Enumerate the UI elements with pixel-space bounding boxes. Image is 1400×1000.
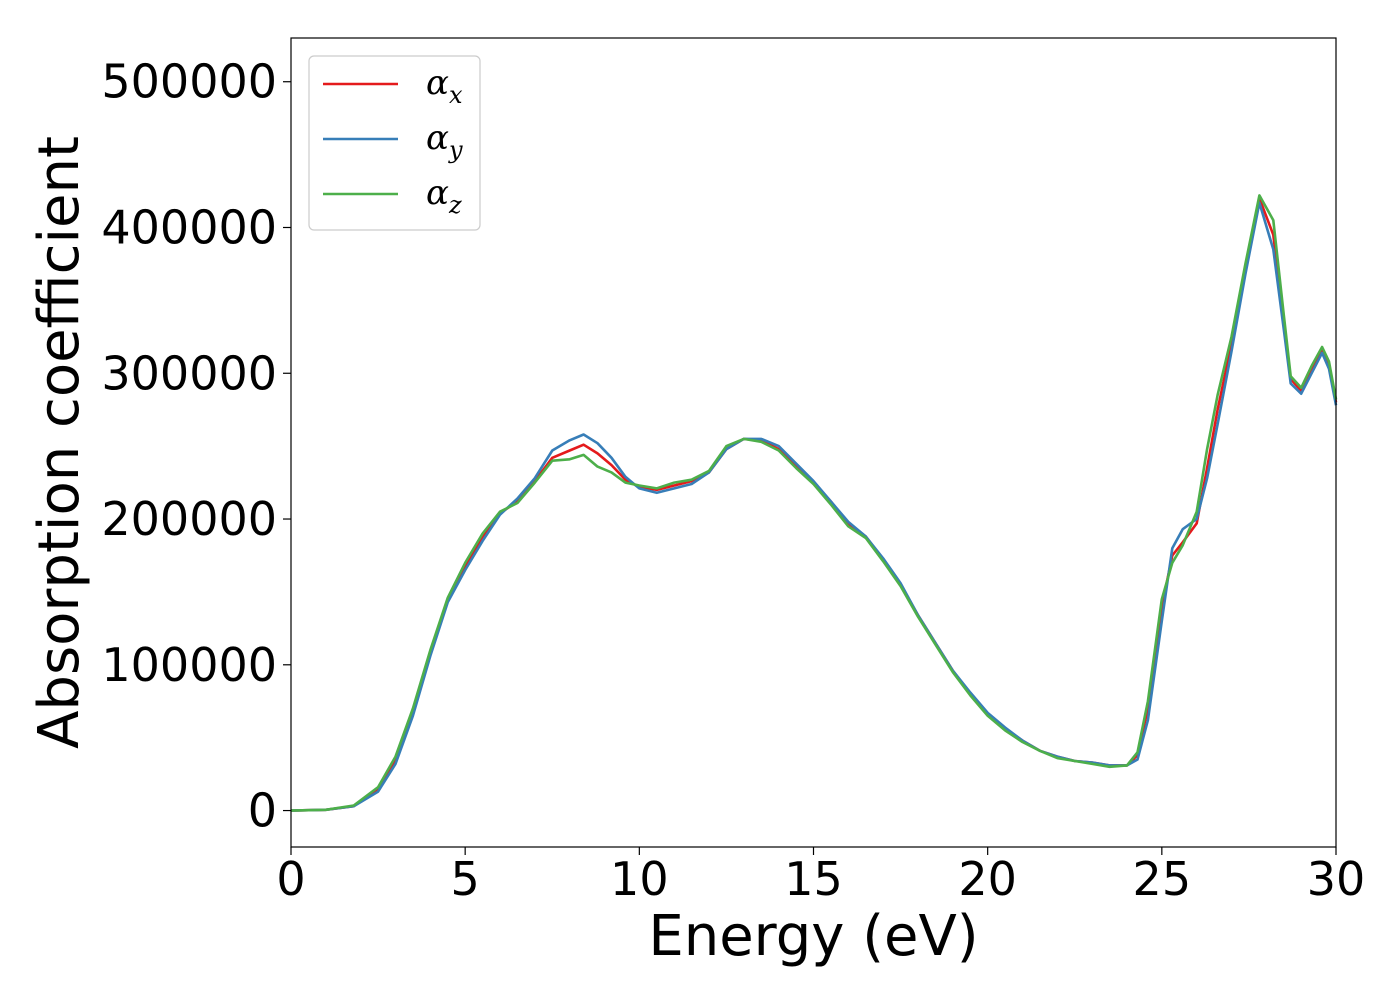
x-tick-label: 15 [784,852,843,906]
x-axis-ticks: 0 5 10 15 20 25 30 [276,847,1365,906]
y-tick-label: 500000 [101,55,277,109]
y-tick-label: 300000 [101,346,277,400]
series-lines [290,194,1338,812]
x-tick-label: 0 [276,852,305,906]
series-line-y [290,201,1338,812]
legend: αx αy αz [308,55,481,231]
legend-label-z: αz [426,173,462,219]
x-tick-label: 25 [1133,852,1192,906]
y-tick-label: 400000 [101,200,277,254]
legend-label-x: αx [426,63,463,109]
x-tick-label: 20 [958,852,1017,906]
x-tick-label: 10 [610,852,669,906]
series-line-x [290,197,1338,812]
y-axis-ticks: 0 100000 200000 300000 400000 500000 [101,55,291,838]
series-line-z [290,194,1338,812]
x-axis-title: Energy (eV) [648,904,978,969]
legend-box [308,55,481,231]
plot-area-frame [290,37,1337,848]
y-axis-title: Absorption coefficient [27,136,92,749]
legend-label-y: αy [426,118,463,164]
x-tick-label: 5 [451,852,480,906]
y-tick-label: 100000 [101,638,277,692]
y-tick-label: 0 [248,784,277,838]
y-tick-label: 200000 [101,492,277,546]
x-tick-label: 30 [1307,852,1366,906]
